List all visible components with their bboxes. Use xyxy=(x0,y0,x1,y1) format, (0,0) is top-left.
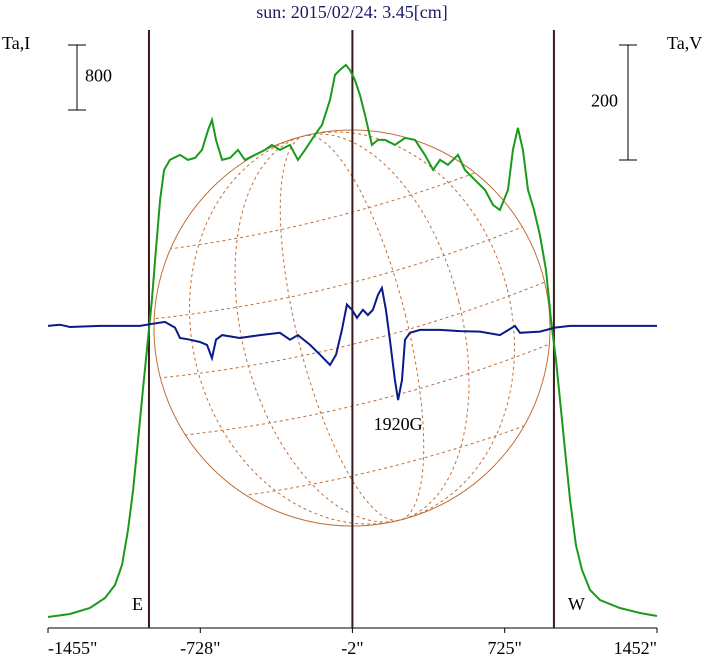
limb-label: E xyxy=(132,594,143,614)
x-tick-label: -1455" xyxy=(48,638,97,658)
annotation: 1920G xyxy=(374,414,423,434)
x-tick-label: -2" xyxy=(341,638,363,658)
chart-title: sun: 2015/02/24: 3.45[cm] xyxy=(256,2,448,22)
x-tick-label: 1452" xyxy=(614,638,657,658)
x-tick-label: -728" xyxy=(180,638,220,658)
scale-bar-label: 800 xyxy=(85,66,112,86)
series-line xyxy=(47,285,657,401)
scale-bar-label: 200 xyxy=(591,91,618,111)
series-line xyxy=(47,63,658,618)
limb-label: W xyxy=(568,594,585,614)
y-axis-label: Ta,I xyxy=(2,33,30,53)
y2-axis-label: Ta,V xyxy=(667,33,702,53)
x-tick-label: 725" xyxy=(488,638,522,658)
